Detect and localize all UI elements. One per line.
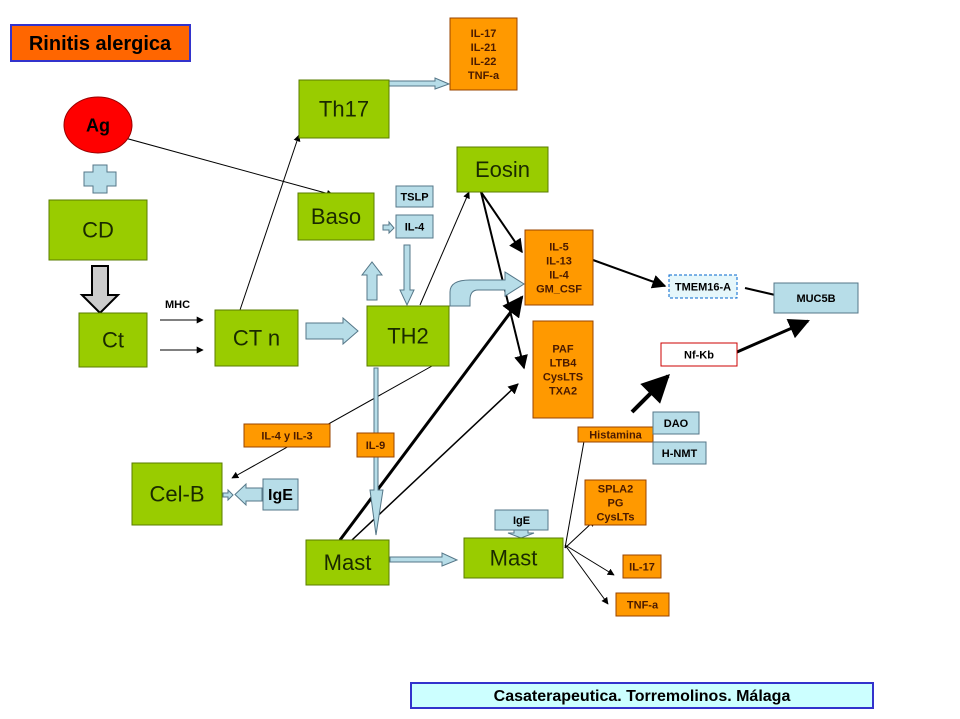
block-arrow xyxy=(507,529,535,539)
title-box: Rinitis alergica xyxy=(10,24,191,62)
node-ct: Ct xyxy=(78,312,148,368)
block-arrow xyxy=(449,271,525,307)
node-mediators: PAF LTB4 CysLTS TXA2 xyxy=(532,320,594,419)
block-arrow xyxy=(83,164,117,194)
node-label: TNF-a xyxy=(468,70,500,82)
node-label: H-NMT xyxy=(662,448,698,460)
node-label: IgE xyxy=(268,487,293,504)
arrow xyxy=(124,137,334,197)
node-hnmt: H-NMT xyxy=(652,441,707,465)
node-th17: Th17 xyxy=(298,79,390,139)
node-tnfa-mast: TNF-a xyxy=(615,592,670,617)
node-label: Th17 xyxy=(319,97,369,122)
node-label: IL-4 xyxy=(549,269,569,281)
node-ige-mast: IgE xyxy=(494,509,549,531)
node-label: CD xyxy=(82,218,114,243)
block-arrow xyxy=(234,482,263,507)
arrow xyxy=(592,259,667,289)
arrow xyxy=(630,374,670,414)
node-ctn: CT n xyxy=(214,309,299,367)
node-label: Ag xyxy=(86,115,110,135)
node-label: LTB4 xyxy=(550,357,578,369)
node-muc5b: MUC5B xyxy=(773,282,859,314)
block-arrow xyxy=(388,77,451,90)
node-label: SPLA2 xyxy=(598,483,633,495)
node-label: CysLTs xyxy=(596,511,634,523)
block-arrow xyxy=(399,244,415,307)
node-ag: Ag xyxy=(63,96,133,154)
node-il4-il3: IL-4 y IL-3 xyxy=(243,423,331,448)
node-label: PG xyxy=(608,497,624,509)
node-label: Baso xyxy=(311,204,361,229)
node-label: TSLP xyxy=(400,191,428,203)
mhc-label: MHC xyxy=(165,299,190,311)
node-th2-cytokines: IL-5 IL-13 IL-4 GM_CSF xyxy=(524,229,594,306)
block-arrow xyxy=(305,316,359,346)
node-label: PAF xyxy=(552,343,573,355)
arrow xyxy=(480,191,523,254)
arrow xyxy=(736,318,810,354)
node-label: IL-9 xyxy=(366,440,386,452)
block-arrow-down xyxy=(79,265,121,315)
node-label: Ct xyxy=(102,328,124,353)
node-label: TMEM16-A xyxy=(675,281,731,293)
node-tslp: TSLP xyxy=(395,185,434,208)
arrow xyxy=(419,191,470,306)
arrow xyxy=(239,134,301,311)
node-mast1: Mast xyxy=(305,539,390,586)
node-label: GM_CSF xyxy=(536,283,582,295)
node-label: IL-5 xyxy=(549,241,569,253)
block-arrow xyxy=(382,220,395,235)
node-nfkb: Nf-Kb xyxy=(660,342,738,367)
node-label: IL-4 xyxy=(405,221,425,233)
node-eosin: Eosin xyxy=(456,146,549,193)
node-label: Histamina xyxy=(589,429,642,441)
node-th2: TH2 xyxy=(366,305,450,367)
node-label: CT n xyxy=(233,326,280,351)
node-mast-mediators: SPLA2 PG CysLTs xyxy=(584,479,647,526)
node-label: IL-17 xyxy=(471,28,497,40)
node-mast2: Mast xyxy=(463,537,564,579)
node-label: MUC5B xyxy=(796,293,835,305)
node-label: IL-17 xyxy=(629,561,655,573)
node-label: IL-13 xyxy=(546,255,572,267)
node-label: IL-22 xyxy=(471,56,497,68)
node-label: Cel-B xyxy=(149,482,204,507)
block-arrow xyxy=(360,261,384,301)
arrow xyxy=(231,365,433,479)
node-th17-cytokines: IL-17 IL-21 IL-22 TNF-a xyxy=(449,17,518,91)
node-label: Nf-Kb xyxy=(684,349,714,361)
node-label: IL-4 y IL-3 xyxy=(261,430,312,442)
node-label: Eosin xyxy=(475,157,530,182)
node-ige-celb: IgE xyxy=(262,478,299,511)
footer-box: Casaterapeutica. Torremolinos. Málaga xyxy=(410,682,874,709)
node-label: CysLTS xyxy=(543,371,583,383)
block-arrow xyxy=(389,552,459,567)
node-label: IL-21 xyxy=(471,42,497,54)
node-histamina: Histamina xyxy=(577,426,654,443)
block-arrow xyxy=(222,488,234,502)
node-celb: Cel-B xyxy=(131,462,223,526)
arrow xyxy=(338,295,524,541)
node-label: TXA2 xyxy=(549,385,577,397)
arrow xyxy=(564,544,615,576)
node-baso: Baso xyxy=(297,192,375,241)
node-il4-small: IL-4 xyxy=(395,214,434,239)
arrow xyxy=(564,429,589,549)
node-cd: CD xyxy=(48,199,148,261)
footer-text: Casaterapeutica. Torremolinos. Málaga xyxy=(494,688,791,705)
node-label: TH2 xyxy=(387,324,429,349)
node-label: Mast xyxy=(490,546,538,571)
node-il9: IL-9 xyxy=(356,432,395,458)
node-label: DAO xyxy=(664,418,689,430)
node-label: IgE xyxy=(513,515,530,527)
node-il17-mast: IL-17 xyxy=(622,554,662,579)
arrow xyxy=(564,544,609,605)
node-dao: DAO xyxy=(652,411,700,435)
node-label: TNF-a xyxy=(627,599,659,611)
diagram-title: Rinitis alergica xyxy=(29,33,172,55)
node-tmem16a: TMEM16-A xyxy=(668,274,738,299)
node-label: Mast xyxy=(324,550,372,575)
